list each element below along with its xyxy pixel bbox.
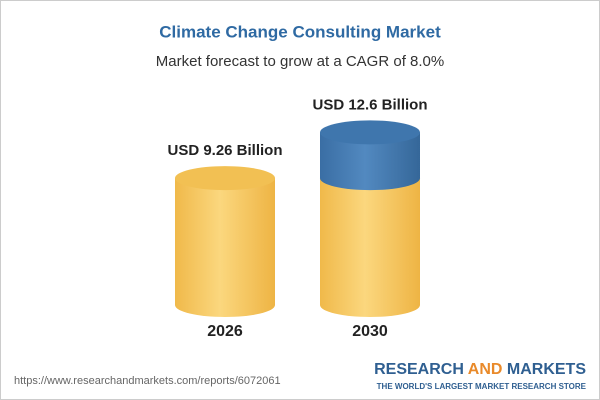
- brand-part: AND: [468, 361, 503, 378]
- cylinder-body: [320, 178, 420, 305]
- brand-part: RESEARCH: [374, 361, 464, 378]
- cylinder-top: [175, 166, 275, 191]
- chart-title: Climate Change Consulting Market: [159, 22, 441, 41]
- source-url: https://www.researchandmarkets.com/repor…: [14, 375, 281, 387]
- brand-part: MARKETS: [507, 361, 586, 378]
- chart-subtitle: Market forecast to grow at a CAGR of 8.0…: [156, 53, 444, 70]
- cylinder: [320, 120, 420, 317]
- category-label: 2026: [207, 323, 243, 340]
- cylinder-top: [320, 120, 420, 145]
- category-label: 2030: [352, 323, 388, 340]
- cylinder: [175, 166, 275, 317]
- brand-name: RESEARCH AND MARKETS: [374, 361, 586, 378]
- value-label: USD 9.26 Billion: [167, 142, 282, 159]
- cylinder-body: [175, 178, 275, 305]
- value-label: USD 12.6 Billion: [312, 96, 427, 113]
- brand-tagline: THE WORLD'S LARGEST MARKET RESEARCH STOR…: [377, 382, 587, 391]
